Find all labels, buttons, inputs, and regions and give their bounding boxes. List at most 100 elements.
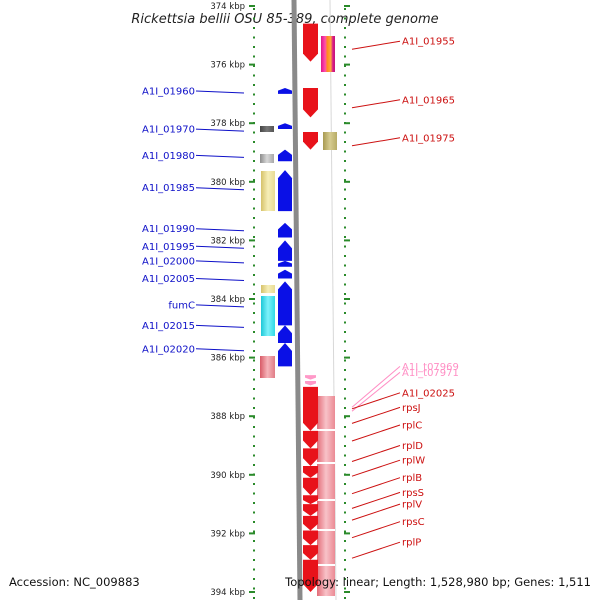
- tick-dot: [344, 46, 346, 48]
- major-tick-left: [249, 180, 255, 183]
- plus-gene-label[interactable]: A1I_01965: [402, 95, 455, 106]
- minus-gene-label[interactable]: A1I_01970: [142, 125, 195, 136]
- minus-gene-label[interactable]: A1I_02020: [142, 344, 195, 355]
- minus-gene-label[interactable]: A1I_02005: [142, 274, 195, 285]
- plus-strand-gene[interactable]: [303, 448, 318, 467]
- plus-gene-label[interactable]: rpsC: [402, 517, 425, 528]
- plus-strand-gene[interactable]: [303, 386, 318, 431]
- genome-summary: Topology: linear; Length: 1,528,980 bp; …: [284, 575, 591, 589]
- plus-gene-label[interactable]: rplV: [402, 500, 422, 511]
- plus-strand-gene[interactable]: [303, 495, 318, 505]
- minus-strand-gene[interactable]: [278, 240, 292, 261]
- feature-band: [260, 154, 274, 163]
- plus-gene-label[interactable]: A1I_01955: [402, 37, 455, 48]
- minus-strand-gene[interactable]: [278, 170, 292, 212]
- plus-gene-label[interactable]: A1I_t07971: [402, 368, 459, 379]
- tick-dot: [344, 445, 346, 447]
- plus-strand-gene[interactable]: [303, 504, 318, 516]
- plus-gene-label[interactable]: rplC: [402, 421, 422, 432]
- minus-strand-gene[interactable]: [278, 325, 292, 343]
- minus-gene-label[interactable]: A1I_01995: [142, 242, 195, 253]
- tick-dot: [253, 150, 255, 153]
- plus-strand-gene[interactable]: [303, 466, 318, 478]
- kbp-tick-label: 384 kbp: [210, 295, 245, 305]
- tick-dot: [344, 283, 346, 286]
- kbp-scale: 374 kbp 376 kbp 378 kbp 380 kbp 382 kbp 384 k…: [210, 2, 350, 598]
- plus-strand-gene[interactable]: [303, 515, 318, 531]
- minus-strand-gene[interactable]: [278, 342, 292, 367]
- kbp-tick-label: 380 kbp: [210, 178, 245, 188]
- feature-bands: [260, 36, 337, 596]
- plus-gene-label[interactable]: A1I_01975: [402, 133, 455, 144]
- accession-label: Accession: NC_009883: [9, 575, 140, 589]
- tick-dot: [253, 8, 255, 10]
- minus-strand-gene[interactable]: [278, 260, 292, 267]
- tick-dot: [253, 188, 255, 191]
- tick-dot: [253, 378, 255, 381]
- minus-label-connector: [195, 245, 245, 249]
- tick-dot: [253, 169, 255, 172]
- tick-dot: [344, 521, 346, 523]
- tick-dot: [253, 578, 255, 580]
- plus-strand-gene[interactable]: [303, 88, 318, 118]
- minus-strand-gene[interactable]: [278, 269, 292, 279]
- kbp-tick-label: 382 kbp: [210, 236, 245, 246]
- tick-dot: [344, 36, 346, 39]
- tick-dot: [344, 93, 346, 96]
- minus-gene-label[interactable]: A1I_01960: [142, 87, 195, 98]
- minus-gene-label[interactable]: A1I_02000: [142, 256, 195, 267]
- tick-dot: [344, 578, 346, 580]
- minus-strand-gene[interactable]: [278, 88, 292, 94]
- tick-dot: [253, 160, 255, 162]
- plus-gene-label[interactable]: A1I_t07969: [402, 362, 459, 373]
- plus-strand-gene[interactable]: [303, 430, 318, 449]
- minus-gene-label[interactable]: A1I_01985: [142, 183, 195, 194]
- minus-strand-gene[interactable]: [278, 123, 292, 130]
- major-tick-left: [249, 239, 255, 242]
- minus-strand-gene[interactable]: [278, 281, 292, 326]
- tick-dot: [344, 464, 346, 466]
- tick-dot: [253, 568, 255, 571]
- tick-dot: [253, 321, 255, 324]
- plus-gene-label[interactable]: rplD: [402, 441, 423, 452]
- minus-strand-gene[interactable]: [278, 149, 292, 162]
- plus-gene-label[interactable]: A1I_02025: [402, 388, 455, 399]
- trna-gene[interactable]: [305, 375, 316, 380]
- tick-dot: [253, 416, 255, 419]
- minus-gene-label[interactable]: A1I_01990: [142, 224, 195, 235]
- tick-dot: [344, 245, 346, 248]
- plus-strand-gene[interactable]: [303, 131, 318, 150]
- minus-gene-label[interactable]: A1I_01980: [142, 151, 195, 162]
- minus-strand-gene[interactable]: [278, 222, 292, 238]
- plus-strand-gene[interactable]: [303, 477, 318, 496]
- minus-gene-label[interactable]: fumC: [168, 300, 195, 311]
- tick-dot: [253, 46, 255, 48]
- plus-gene-label[interactable]: rpsS: [402, 488, 424, 499]
- tick-dot: [344, 426, 346, 428]
- tick-dot: [344, 27, 346, 29]
- tick-dot: [344, 141, 346, 143]
- plus-gene-label[interactable]: rpsJ: [402, 403, 421, 414]
- major-tick-right: [344, 239, 350, 242]
- tick-dot: [253, 55, 255, 58]
- plus-strand-gene[interactable]: [303, 530, 318, 546]
- tick-dot: [253, 226, 255, 229]
- minus-gene-label[interactable]: A1I_02015: [142, 321, 195, 332]
- plus-strand-gene[interactable]: [303, 545, 318, 560]
- major-tick-left: [249, 532, 255, 535]
- tick-dot: [253, 217, 255, 219]
- trna-gene[interactable]: [305, 381, 316, 386]
- plus-gene-label[interactable]: rplB: [402, 473, 422, 484]
- tick-dot: [253, 369, 255, 371]
- tick-dot: [253, 264, 255, 267]
- tick-dot: [253, 359, 255, 362]
- plus-gene-label[interactable]: rplP: [402, 538, 421, 549]
- plus-gene-label[interactable]: rplW: [402, 456, 425, 467]
- plus-label-connector: [351, 503, 401, 521]
- major-tick-right: [344, 532, 350, 535]
- major-tick-right: [344, 5, 350, 7]
- plus-strand-gene[interactable]: [303, 559, 318, 592]
- tick-dot: [253, 540, 255, 542]
- genome-backbone: [291, 0, 303, 600]
- plus-strand-gene[interactable]: [303, 23, 318, 62]
